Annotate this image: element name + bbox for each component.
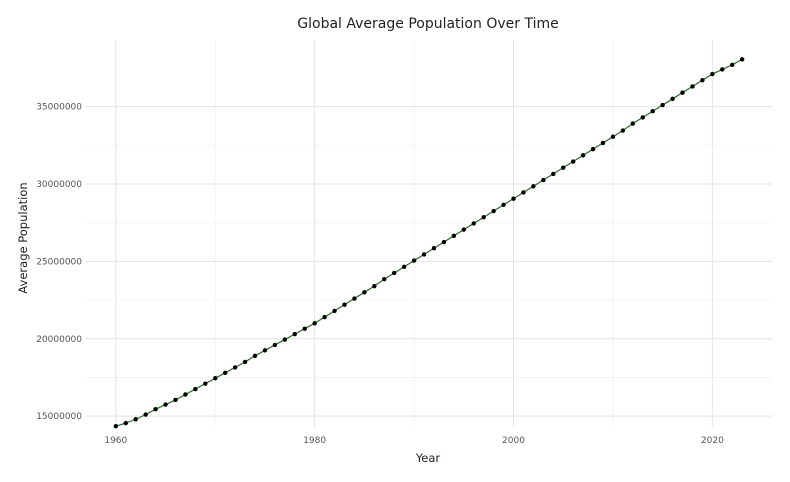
data-point xyxy=(461,227,466,232)
data-point xyxy=(143,412,148,417)
data-point xyxy=(203,381,208,386)
data-point xyxy=(392,270,397,276)
data-point xyxy=(372,283,377,289)
data-point xyxy=(531,184,536,189)
data-point xyxy=(730,62,735,67)
y-tick-label: 20000000 xyxy=(36,335,82,345)
data-point xyxy=(541,177,546,183)
data-point xyxy=(213,376,218,381)
data-point xyxy=(232,365,238,370)
data-point xyxy=(133,417,138,422)
data-point xyxy=(242,359,248,365)
data-point xyxy=(660,102,665,108)
data-point xyxy=(630,121,636,126)
series-layer xyxy=(113,57,745,429)
data-point xyxy=(590,146,596,152)
data-point xyxy=(700,78,705,83)
data-point xyxy=(282,337,288,342)
data-point xyxy=(640,115,645,120)
data-point xyxy=(163,402,168,407)
minor-gridlines xyxy=(86,40,772,427)
y-tick-label: 25000000 xyxy=(36,257,82,267)
data-point xyxy=(272,342,278,348)
data-point xyxy=(491,208,496,214)
data-point xyxy=(252,353,258,358)
data-point xyxy=(690,84,695,89)
data-point xyxy=(710,71,715,77)
data-point xyxy=(183,392,188,397)
y-tick-label: 35000000 xyxy=(36,103,82,113)
data-point xyxy=(222,370,228,376)
data-point xyxy=(342,302,347,307)
data-point xyxy=(451,233,457,239)
data-point xyxy=(411,258,417,263)
data-point xyxy=(481,215,486,220)
data-point xyxy=(362,290,367,295)
data-point xyxy=(382,276,387,282)
series-line xyxy=(115,58,743,427)
data-point xyxy=(739,57,745,62)
data-point xyxy=(193,386,198,392)
data-point xyxy=(670,96,675,102)
x-tick-label: 1980 xyxy=(303,436,326,446)
data-point xyxy=(521,190,526,195)
data-point xyxy=(302,326,307,331)
data-point xyxy=(322,314,327,320)
x-axis-title: Year xyxy=(415,451,441,465)
x-tick-label: 1960 xyxy=(104,436,127,446)
data-point xyxy=(580,153,586,158)
data-point xyxy=(511,196,516,201)
data-point xyxy=(401,264,407,269)
data-point xyxy=(471,221,476,226)
data-point xyxy=(312,321,317,326)
y-tick-label: 15000000 xyxy=(36,412,82,422)
y-axis-title: Average Population xyxy=(16,182,30,293)
data-point xyxy=(680,90,685,95)
data-point xyxy=(113,424,119,429)
x-tick-label: 2000 xyxy=(502,436,525,446)
y-tick-label: 30000000 xyxy=(36,180,82,190)
data-point xyxy=(720,67,725,72)
data-point xyxy=(421,252,427,257)
data-point xyxy=(153,406,158,412)
chart-title: Global Average Population Over Time xyxy=(297,16,558,32)
data-point xyxy=(561,165,566,170)
data-point xyxy=(441,239,447,245)
data-point xyxy=(262,348,268,353)
data-point xyxy=(332,308,337,314)
data-point xyxy=(292,331,297,337)
data-point xyxy=(551,171,556,177)
data-point xyxy=(600,140,606,146)
data-point xyxy=(610,134,616,139)
data-point xyxy=(620,128,626,133)
data-point xyxy=(352,296,357,301)
data-point xyxy=(431,246,437,251)
data-point xyxy=(650,109,655,114)
data-point xyxy=(570,159,576,164)
major-gridlines xyxy=(86,40,772,427)
data-point xyxy=(173,397,178,403)
data-point xyxy=(123,420,128,426)
x-tick-label: 2020 xyxy=(701,436,724,446)
data-point xyxy=(501,202,506,208)
tick-labels: 1960 1980 2000 2020 15000000 20000000 25000000… xyxy=(36,103,724,446)
